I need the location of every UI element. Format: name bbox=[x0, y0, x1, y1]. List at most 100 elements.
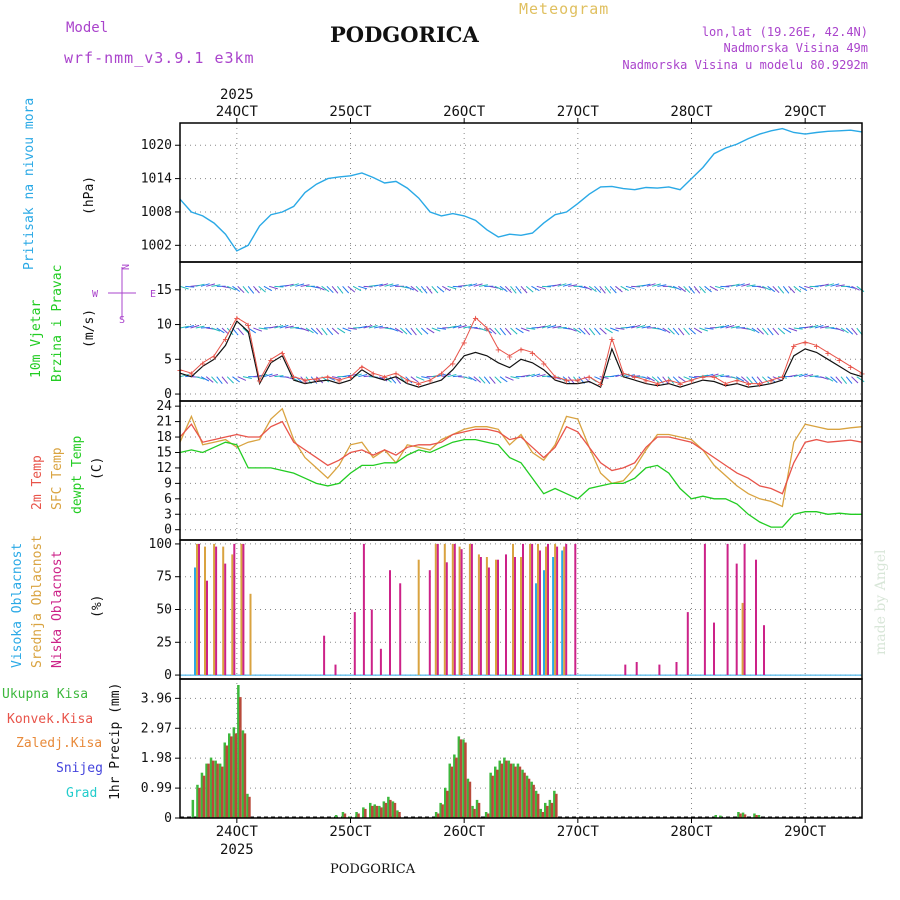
total-precip-bar bbox=[466, 778, 470, 818]
conv-precip-bar bbox=[509, 763, 513, 818]
gust-marker: + bbox=[609, 334, 615, 345]
year-label-top: 2025 bbox=[220, 87, 254, 103]
wind-barb bbox=[185, 325, 195, 329]
total-precip-bar bbox=[378, 805, 381, 818]
mid-cloud-bar bbox=[249, 593, 252, 676]
total-precip-bar bbox=[714, 815, 717, 818]
wind-barb bbox=[515, 327, 524, 334]
wind-barb bbox=[819, 376, 829, 380]
model-elevation-label: Nadmorska Visina u modelu 80.9292m bbox=[622, 58, 868, 72]
page-title: PODGORICA bbox=[330, 22, 479, 47]
conv-precip-bar bbox=[743, 814, 747, 818]
date-label-bottom: 25OCT bbox=[329, 824, 372, 840]
low-cloud-bar bbox=[556, 546, 559, 676]
mid-cloud-bar bbox=[451, 543, 454, 675]
wind-barb bbox=[457, 325, 467, 329]
wind-barb bbox=[258, 373, 268, 378]
rose-e: E bbox=[150, 289, 156, 300]
wind-barb bbox=[405, 285, 415, 291]
pressure-line bbox=[179, 127, 863, 252]
gust-marker: + bbox=[438, 369, 444, 380]
wind-barb bbox=[699, 327, 708, 332]
gust-marker: + bbox=[257, 376, 263, 387]
wind-barb bbox=[688, 376, 698, 379]
wind-barb bbox=[195, 283, 205, 287]
wind-barb bbox=[725, 325, 735, 329]
wind-barb bbox=[646, 283, 656, 287]
conv-precip-bar bbox=[450, 766, 453, 818]
y-tick-label: 10 bbox=[156, 318, 172, 333]
wind-barb bbox=[809, 375, 819, 378]
sfc-temp-line bbox=[179, 407, 863, 508]
wind-barb bbox=[510, 286, 517, 294]
wind-barb bbox=[741, 376, 749, 383]
axis-layer: 1002100810141020051015036912151821240255… bbox=[141, 87, 827, 858]
conv-precip-bar bbox=[755, 815, 758, 818]
y-tick-label: 1002 bbox=[141, 238, 172, 253]
conv-precip-bar bbox=[441, 804, 444, 818]
total-precip-bar bbox=[209, 757, 213, 818]
low-cloud-bar bbox=[686, 612, 689, 675]
gust-marker: + bbox=[757, 380, 763, 391]
wind-barb bbox=[835, 284, 845, 287]
wind-barb bbox=[783, 327, 792, 334]
conv-precip-bar bbox=[536, 793, 540, 818]
wind-barb bbox=[772, 285, 780, 294]
y-tick-label: 0 bbox=[164, 387, 172, 402]
total-precip-bar bbox=[214, 760, 217, 818]
wind-barb bbox=[777, 376, 787, 379]
wind-barb bbox=[536, 374, 546, 378]
conv-precip-bar bbox=[202, 775, 206, 818]
low-cloud-bar bbox=[675, 662, 678, 676]
pressure-panel bbox=[179, 127, 863, 252]
wind-barb bbox=[221, 376, 229, 384]
wind-barb bbox=[316, 327, 323, 336]
y-tick-label: 0 bbox=[164, 668, 172, 683]
wind-barb bbox=[415, 376, 425, 381]
high-cloud-bar bbox=[535, 583, 537, 676]
wind-barb bbox=[494, 285, 504, 291]
total-precip-bar bbox=[341, 812, 345, 818]
conv-precip-bar bbox=[380, 807, 383, 818]
conv-precip-bar bbox=[477, 802, 481, 818]
wind-barb bbox=[499, 376, 508, 383]
conv-precip-bar bbox=[436, 813, 440, 818]
wind-barb bbox=[258, 285, 266, 293]
gust-marker: + bbox=[325, 373, 331, 384]
conv-precip-bar bbox=[473, 808, 476, 818]
wind-barb bbox=[782, 286, 790, 294]
wind-barb bbox=[326, 285, 334, 294]
date-label-top: 27OCT bbox=[557, 104, 600, 120]
wind-barb bbox=[767, 376, 776, 383]
wind-barb bbox=[274, 285, 284, 288]
wind-barb bbox=[205, 376, 214, 383]
total-precip-bar bbox=[753, 813, 756, 818]
low-cloud-bar bbox=[624, 664, 627, 676]
wind-barb bbox=[405, 376, 413, 384]
wind-barb bbox=[389, 327, 399, 332]
conv-precip-bar bbox=[459, 739, 463, 818]
wind-barb bbox=[253, 327, 263, 332]
wind-barb bbox=[463, 283, 473, 287]
dewpt-line bbox=[179, 438, 862, 528]
wind-barb bbox=[856, 285, 865, 293]
mid-cloud-bar bbox=[485, 557, 488, 675]
wind-barb bbox=[536, 285, 546, 290]
y-tick-label: 3.96 bbox=[141, 691, 172, 706]
low-cloud-bar bbox=[479, 557, 482, 675]
wind-gust-line bbox=[179, 316, 863, 385]
wind-barb bbox=[751, 327, 760, 334]
wind-barb bbox=[714, 285, 724, 290]
wind-barb bbox=[594, 285, 602, 294]
y-tick-label: 24 bbox=[156, 399, 172, 414]
date-label-bottom: 26OCT bbox=[443, 824, 486, 840]
wind-barb bbox=[730, 325, 740, 329]
wind-barb bbox=[185, 285, 195, 288]
gust-marker: + bbox=[779, 373, 785, 384]
wind-barb bbox=[636, 325, 646, 329]
wind-barb bbox=[735, 376, 745, 382]
wind-barb bbox=[641, 283, 651, 287]
wind-barb bbox=[604, 327, 613, 334]
total-precip-bar bbox=[553, 790, 556, 818]
